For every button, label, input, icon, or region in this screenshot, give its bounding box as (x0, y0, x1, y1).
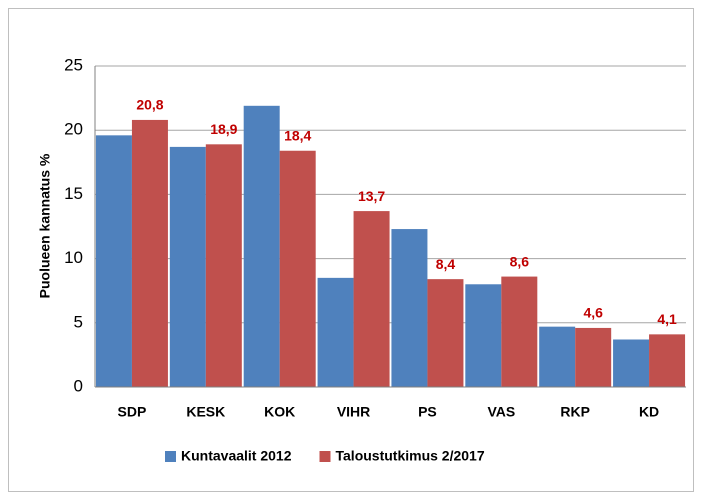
value-label: 18,4 (284, 127, 311, 143)
bar (575, 327, 612, 387)
x-tick-label: KESK (186, 404, 225, 420)
bar (95, 135, 132, 387)
bar (391, 229, 428, 387)
value-label: 4,6 (583, 305, 603, 321)
bar (317, 277, 354, 387)
y-tick-label: 20 (64, 120, 83, 139)
legend-swatch (165, 451, 176, 462)
value-label: 18,9 (210, 121, 237, 137)
y-tick-label: 10 (64, 248, 83, 267)
bar (169, 146, 206, 387)
legend-label: Kuntavaalit 2012 (181, 448, 292, 464)
bar (353, 211, 390, 387)
value-label: 13,7 (358, 188, 385, 204)
x-tick-label: RKP (560, 404, 590, 420)
value-label: 8,6 (510, 253, 530, 269)
value-label: 4,1 (657, 311, 677, 327)
bar (427, 279, 464, 387)
legend-label: Taloustutkimus 2/2017 (336, 448, 485, 464)
bar (205, 144, 242, 387)
x-tick-label: KD (639, 404, 659, 420)
bar (501, 276, 538, 387)
x-tick-label: SDP (118, 404, 147, 420)
bar (539, 326, 576, 387)
bar (613, 339, 650, 387)
bar (243, 105, 280, 387)
y-tick-label: 25 (64, 55, 83, 74)
y-tick-label: 5 (74, 312, 83, 331)
bar (131, 119, 168, 387)
x-tick-label: PS (418, 404, 437, 420)
value-label: 20,8 (136, 97, 163, 113)
y-tick-label: 0 (74, 376, 83, 395)
legend-swatch (319, 451, 331, 462)
x-tick-label: KOK (264, 404, 295, 420)
y-axis-label: Puolueen kannatus % (37, 153, 53, 298)
bar (279, 150, 316, 387)
bar (649, 334, 686, 387)
y-tick-label: 15 (64, 184, 83, 203)
x-tick-label: VAS (487, 404, 515, 420)
bar (465, 284, 502, 387)
x-tick-label: VIHR (337, 404, 370, 420)
value-label: 8,4 (436, 256, 456, 272)
